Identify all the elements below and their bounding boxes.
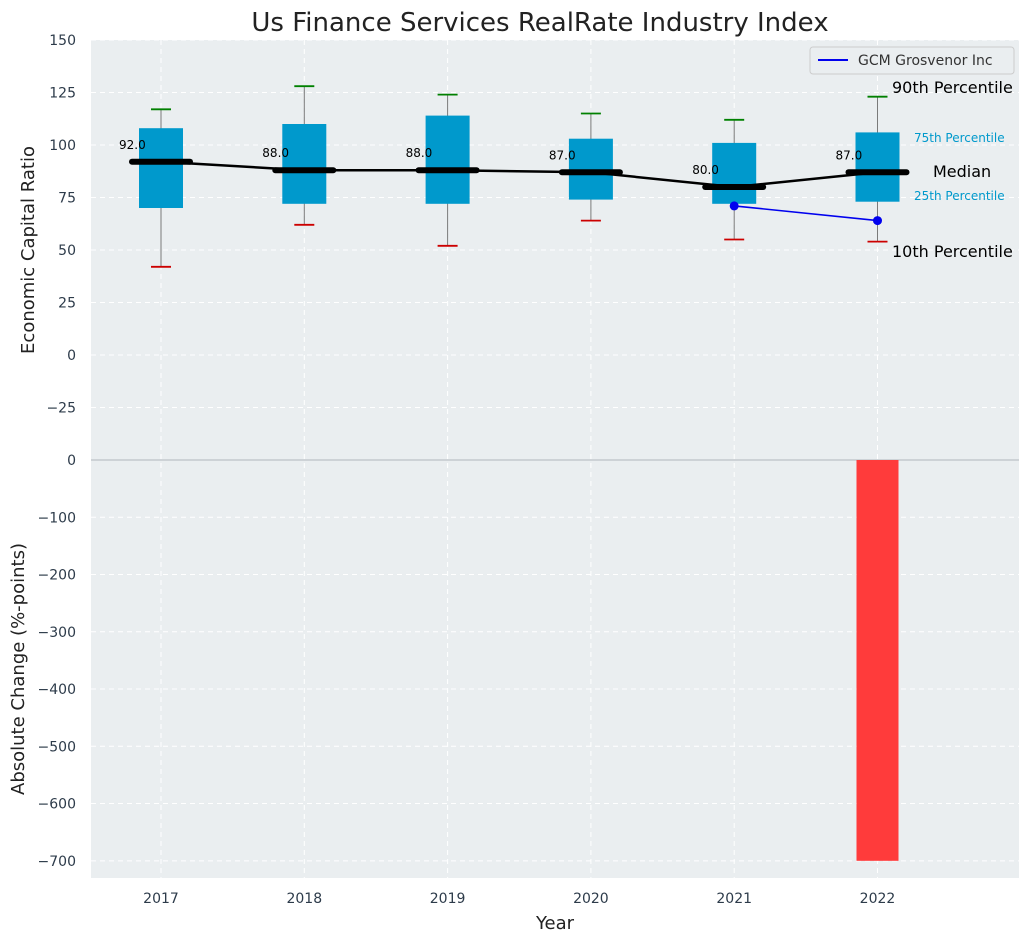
chart-title: Us Finance Services RealRate Industry In…	[251, 8, 828, 38]
top-y-tick-label: 125	[49, 86, 76, 102]
x-tick-label: 2021	[716, 891, 752, 907]
bottom-y-tick-label: −300	[38, 625, 76, 641]
series-line	[734, 205, 878, 222]
top-y-tick-label: 0	[67, 348, 76, 364]
top-y-tick-label: 75	[58, 191, 76, 207]
bottom-y-axis-title: Absolute Change (%-points)	[8, 543, 29, 795]
series-point	[873, 216, 882, 226]
box-iqr	[139, 128, 183, 208]
median-value-label: 87.0	[549, 148, 576, 162]
top-y-tick-label: −25	[46, 401, 76, 417]
change-bars	[856, 460, 899, 861]
median-value-label: 92.0	[119, 138, 146, 152]
top-y-tick-label: 25	[58, 296, 76, 312]
box-iqr	[282, 124, 327, 204]
change-bar	[856, 460, 899, 861]
top-y-tick-label: 50	[58, 243, 76, 259]
x-tick-label: 2019	[430, 891, 466, 907]
legend: GCM Grosvenor Inc	[809, 46, 1015, 75]
bottom-y-tick-label: −700	[38, 854, 76, 870]
label-90th-percentile: 90th Percentile	[892, 78, 1013, 97]
x-tick-label: 2018	[286, 891, 322, 907]
series-point	[729, 201, 739, 211]
x-tick-label: 2022	[860, 891, 896, 907]
median-labels: 92.0 88.0 88.0 87.0 80.0 87.0	[119, 138, 862, 177]
x-tick-labels: 2017 2018 2019 2020 2021 2022	[143, 891, 895, 907]
bottom-y-tick-label: 0	[67, 453, 76, 469]
bottom-y-tick-labels: 0 −100 −200 −300 −400 −500 −600 −700	[38, 453, 76, 870]
x-tick-label: 2020	[573, 891, 609, 907]
box-iqr	[568, 138, 613, 200]
median-value-label: 88.0	[406, 146, 433, 160]
label-10th-percentile: 10th Percentile	[892, 242, 1013, 261]
bottom-y-tick-label: −200	[38, 568, 76, 584]
label-25th-percentile: 25th Percentile	[914, 189, 1005, 203]
legend-label: GCM Grosvenor Inc	[858, 53, 993, 69]
box-iqr	[712, 142, 757, 204]
top-y-axis-title: Economic Capital Ratio	[18, 146, 39, 354]
box-iqr	[855, 132, 900, 202]
bottom-grid	[91, 516, 1019, 862]
top-y-tick-label: 150	[49, 33, 76, 49]
series-group	[729, 201, 882, 226]
top-y-tick-labels: 150 125 100 75 50 25 0 −25	[46, 33, 76, 417]
median-bars	[129, 158, 910, 190]
median-value-label: 80.0	[692, 163, 719, 177]
median-value-label: 87.0	[836, 148, 863, 162]
x-axis-title: Year	[535, 913, 575, 934]
bottom-y-tick-label: −500	[38, 739, 76, 755]
bottom-y-tick-label: −100	[38, 510, 76, 526]
bottom-y-tick-label: −600	[38, 797, 76, 813]
box-iqr	[425, 115, 470, 204]
top-grid	[91, 39, 1019, 408]
label-median: Median	[933, 162, 991, 181]
legend-frame	[809, 46, 1015, 75]
x-tick-label: 2017	[143, 891, 179, 907]
bottom-y-tick-label: −400	[38, 682, 76, 698]
top-y-tick-label: 100	[49, 138, 76, 154]
label-75th-percentile: 75th Percentile	[914, 131, 1005, 145]
boxes	[139, 115, 900, 208]
median-value-label: 88.0	[262, 146, 289, 160]
